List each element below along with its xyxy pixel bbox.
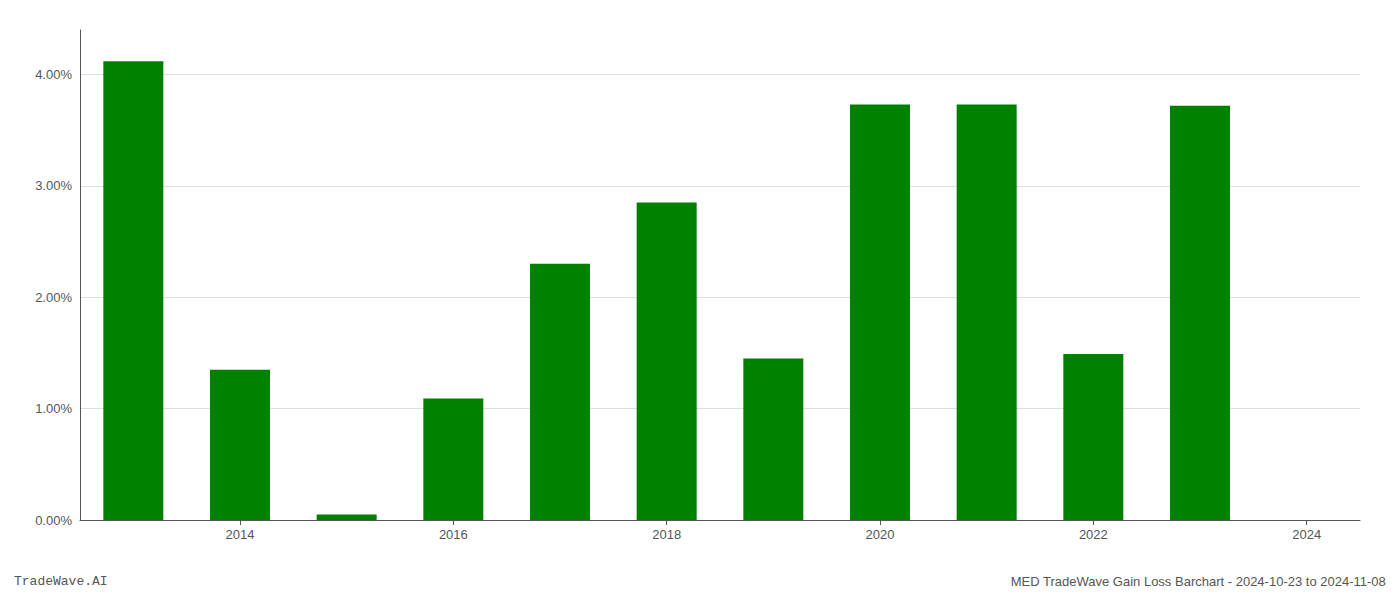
svg-text:1.00%: 1.00% <box>35 401 72 416</box>
svg-text:3.00%: 3.00% <box>35 178 72 193</box>
svg-text:2020: 2020 <box>866 527 895 542</box>
svg-text:TradeWave.AI: TradeWave.AI <box>14 574 108 589</box>
svg-text:2022: 2022 <box>1079 527 1108 542</box>
svg-text:MED TradeWave Gain Loss Barcha: MED TradeWave Gain Loss Barchart - 2024-… <box>1011 574 1386 589</box>
svg-text:4.00%: 4.00% <box>35 67 72 82</box>
svg-text:0.00%: 0.00% <box>35 513 72 528</box>
svg-text:2016: 2016 <box>439 527 468 542</box>
svg-text:2.00%: 2.00% <box>35 290 72 305</box>
svg-text:2024: 2024 <box>1292 527 1321 542</box>
svg-text:2014: 2014 <box>226 527 255 542</box>
svg-text:2018: 2018 <box>652 527 681 542</box>
